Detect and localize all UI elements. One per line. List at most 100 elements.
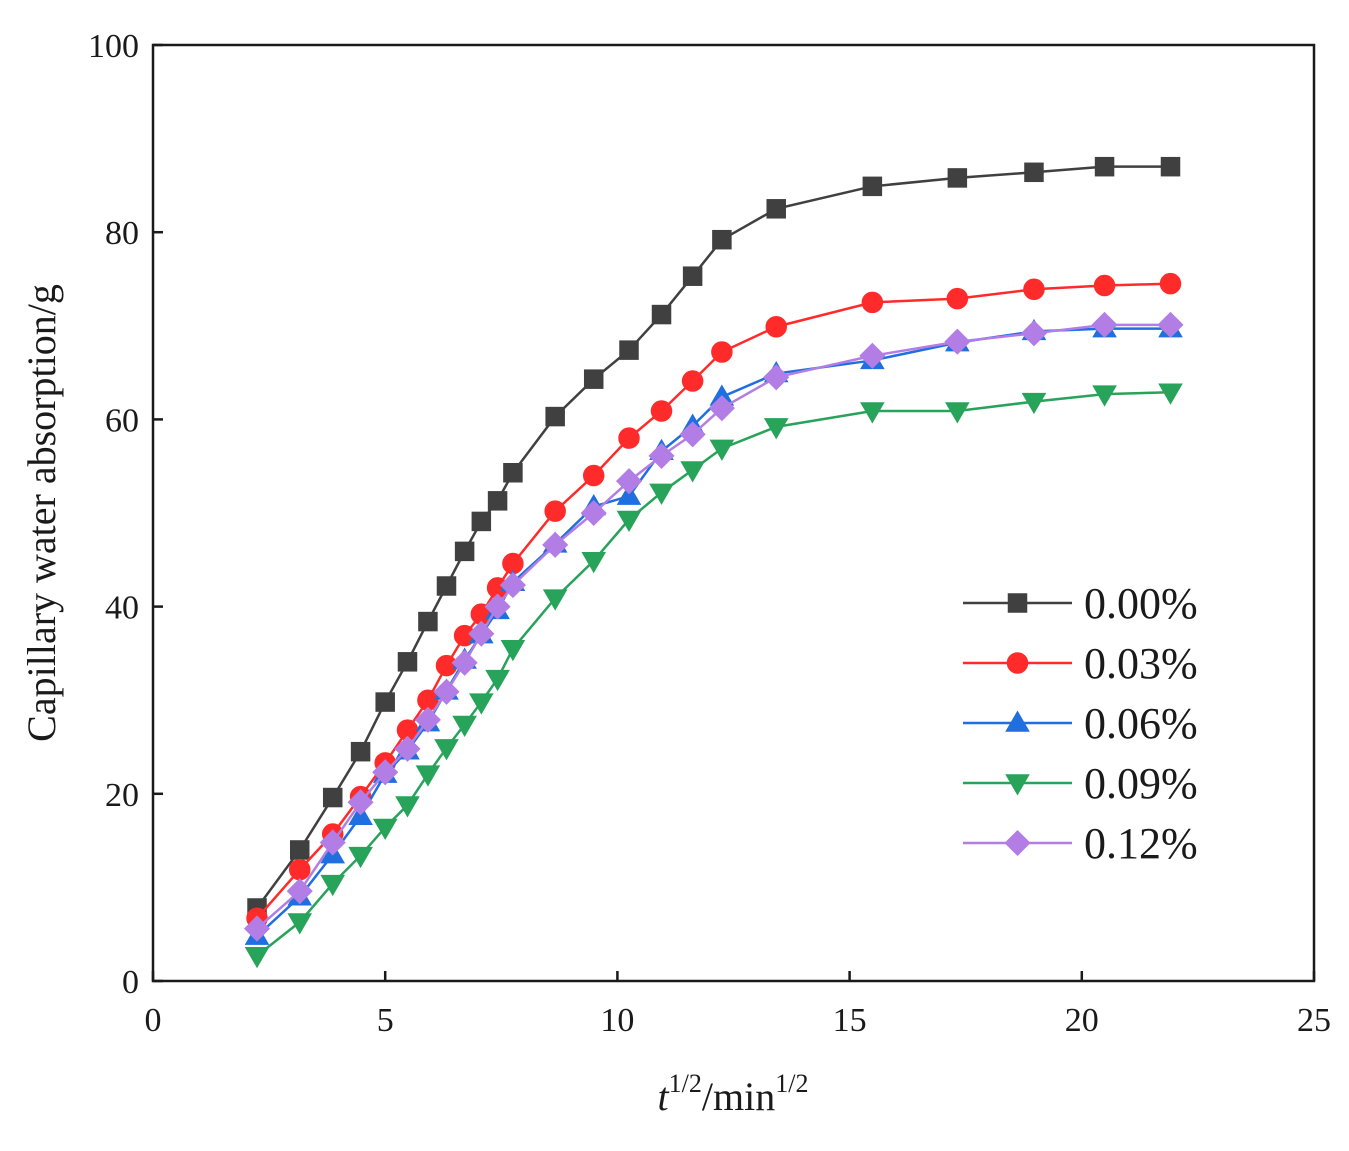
data-point — [452, 715, 477, 738]
data-point — [350, 741, 371, 762]
x-axis-ticks: 0 5 10 15 20 25 — [145, 971, 1331, 1039]
legend-entry: 0.09% — [963, 759, 1198, 808]
data-point — [1093, 274, 1116, 297]
data-point — [415, 765, 441, 787]
series-line — [256, 327, 1171, 937]
data-point — [1160, 156, 1181, 177]
series-0.12% — [243, 311, 1184, 942]
data-point — [582, 464, 605, 487]
data-point — [435, 654, 458, 677]
data-point — [287, 913, 313, 935]
data-point — [1021, 392, 1047, 415]
y-tick-label: 60 — [105, 402, 139, 439]
data-point — [680, 461, 705, 483]
legend-marker — [1004, 829, 1031, 857]
data-point — [394, 735, 421, 762]
data-point — [319, 829, 346, 856]
data-point — [1024, 162, 1044, 183]
legend-marker — [1005, 710, 1030, 732]
data-point — [766, 199, 786, 219]
data-point — [484, 593, 511, 620]
data-point — [322, 787, 343, 808]
data-point — [765, 315, 787, 338]
data-point — [619, 340, 639, 360]
data-point — [244, 946, 270, 969]
data-point — [651, 304, 672, 325]
x-tick-label: 10 — [600, 1002, 634, 1039]
legend-label: 0.00% — [1084, 579, 1198, 628]
legend-label: 0.09% — [1084, 759, 1198, 808]
data-point — [1158, 383, 1183, 405]
data-point — [650, 400, 673, 422]
series-line — [256, 323, 1171, 930]
data-point — [289, 858, 311, 881]
data-point — [397, 652, 418, 672]
legend-label: 0.03% — [1084, 639, 1198, 688]
data-point — [583, 369, 604, 389]
data-point — [947, 168, 968, 188]
plot-frame — [151, 43, 1316, 983]
data-point — [487, 491, 508, 511]
data-point — [395, 796, 420, 818]
x-tick-label: 5 — [377, 1002, 394, 1039]
data-point — [763, 364, 790, 391]
data-point — [618, 427, 640, 449]
x-tick-label: 0 — [145, 1002, 162, 1039]
data-point — [243, 915, 271, 942]
x-axis-title: t1/2/min1/2 — [658, 1069, 809, 1119]
data-point — [1023, 278, 1045, 301]
data-point — [372, 818, 398, 840]
data-point — [499, 572, 526, 599]
data-point — [679, 421, 706, 448]
data-point — [454, 541, 475, 562]
data-point — [436, 576, 457, 596]
legend: 0.00% 0.03% 0.06% 0.09% 0.12% — [963, 579, 1198, 868]
data-point — [471, 511, 492, 532]
data-point — [861, 291, 884, 314]
data-point — [320, 874, 346, 897]
y-tick-label: 100 — [88, 28, 139, 65]
data-point — [615, 468, 643, 495]
legend-marker — [1007, 593, 1028, 613]
data-point — [347, 789, 374, 816]
y-tick-label: 80 — [105, 215, 139, 252]
x-axis-title-exp2: 1/2 — [775, 1069, 808, 1098]
data-point — [1094, 156, 1115, 177]
legend-entry: 0.00% — [963, 579, 1198, 628]
data-point — [433, 678, 460, 705]
data-point — [500, 639, 526, 662]
y-tick-label: 40 — [105, 590, 139, 627]
legend-marker — [1006, 652, 1029, 674]
legend-marker — [1005, 774, 1030, 796]
data-point — [616, 483, 642, 505]
legend-entry: 0.12% — [963, 819, 1198, 868]
x-tick-label: 15 — [833, 1002, 867, 1039]
x-tick-label: 25 — [1297, 1002, 1331, 1039]
data-point — [944, 328, 971, 355]
data-point — [860, 402, 885, 424]
y-axis-title: Capillary water absorption/g — [19, 284, 64, 742]
data-point — [468, 620, 495, 647]
data-point — [290, 840, 310, 860]
data-point — [485, 669, 510, 692]
data-point — [469, 693, 494, 715]
data-point — [1092, 385, 1117, 407]
data-point — [1157, 311, 1184, 338]
data-point — [286, 878, 313, 905]
legend-label: 0.06% — [1084, 699, 1198, 748]
series-0.00% — [247, 156, 1181, 918]
data-point — [1091, 311, 1118, 338]
data-point — [1159, 272, 1182, 295]
data-point — [348, 846, 373, 869]
data-point — [451, 649, 478, 676]
series-0.09% — [244, 383, 1183, 969]
data-point — [414, 706, 441, 733]
x-tick-label: 20 — [1065, 1002, 1099, 1039]
data-point — [544, 500, 566, 522]
data-point — [648, 442, 675, 469]
data-point — [542, 589, 568, 611]
x-axis-title-unit: /min — [702, 1074, 775, 1119]
series-layer — [243, 156, 1184, 969]
data-point — [616, 510, 642, 533]
